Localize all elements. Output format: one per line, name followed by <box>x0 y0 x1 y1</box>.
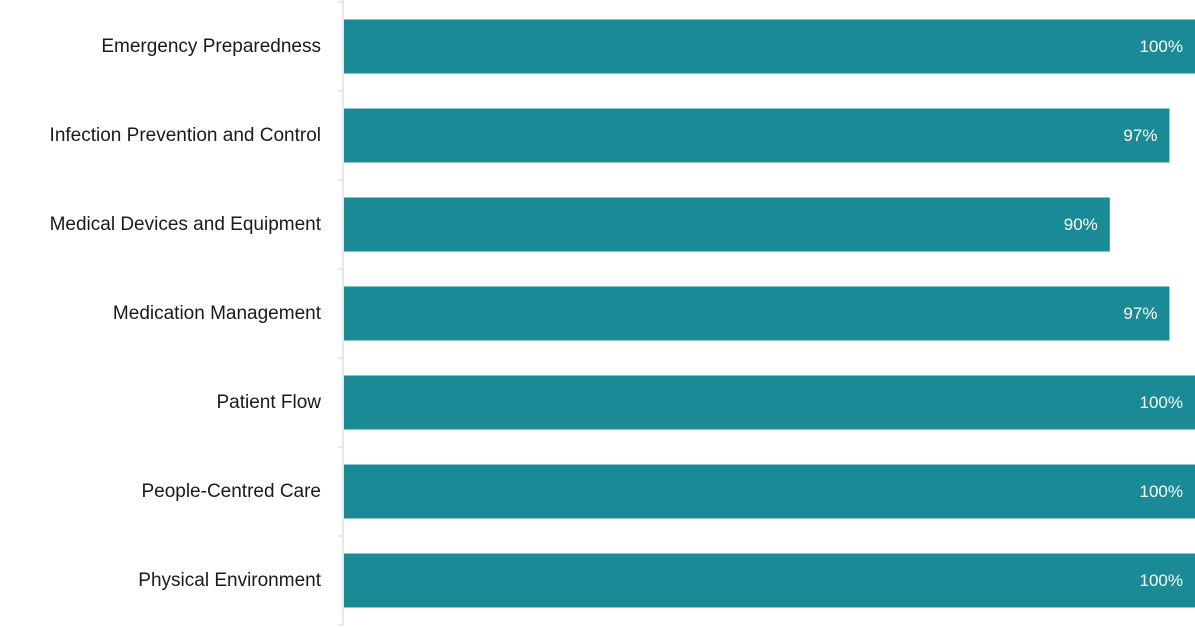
bar <box>344 19 1195 74</box>
bar <box>344 286 1170 341</box>
value-label: 100% <box>1140 393 1183 412</box>
bar <box>344 375 1195 430</box>
bar <box>344 108 1170 163</box>
value-label: 97% <box>1123 304 1157 323</box>
bar <box>344 553 1195 608</box>
value-label: 90% <box>1064 215 1098 234</box>
category-label: Physical Environment <box>138 570 321 591</box>
bars-layer <box>344 19 1195 608</box>
labels-layer: Emergency Preparedness 100% Infection Prev… <box>50 36 1183 591</box>
category-label: Medical Devices and Equipment <box>50 214 322 235</box>
bar <box>344 464 1195 519</box>
category-label: Medication Management <box>113 303 322 324</box>
axis-layer <box>338 0 344 626</box>
value-label: 100% <box>1140 571 1183 590</box>
bar <box>344 197 1110 252</box>
value-label: 100% <box>1140 482 1183 501</box>
category-label: Infection Prevention and Control <box>50 125 321 146</box>
category-label: Patient Flow <box>216 392 321 413</box>
value-label: 97% <box>1123 126 1157 145</box>
category-label: Emergency Preparedness <box>101 36 321 57</box>
value-label: 100% <box>1140 37 1183 56</box>
category-label: People-Centred Care <box>141 481 321 502</box>
